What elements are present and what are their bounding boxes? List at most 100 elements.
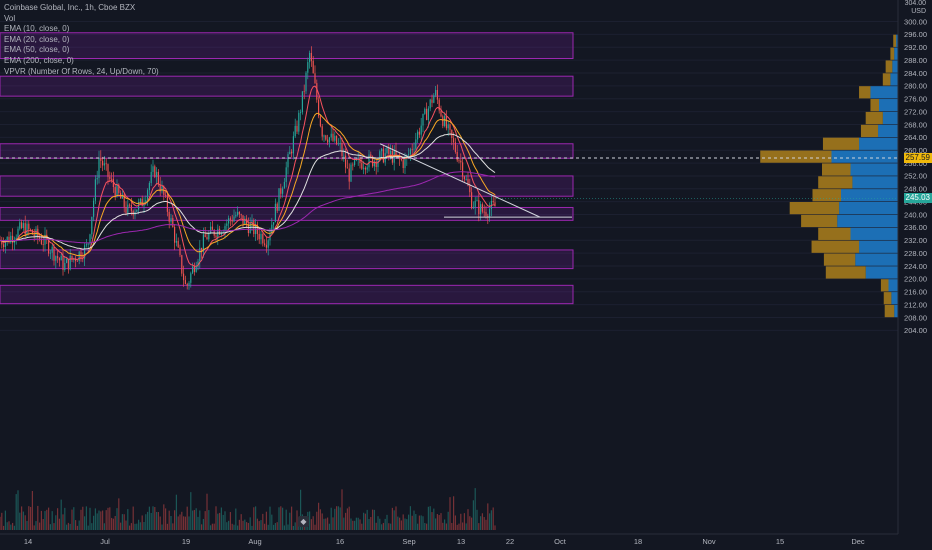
candle-body — [35, 228, 37, 237]
price-tick-label: 292.00 — [904, 43, 927, 52]
volume-bar — [8, 521, 10, 530]
volume-bar — [170, 516, 172, 530]
volume-bar — [282, 507, 284, 530]
vpvr-up-bar — [888, 279, 898, 292]
volume-bar — [478, 523, 480, 530]
volume-bar — [46, 509, 48, 530]
volume-bar — [229, 512, 231, 530]
vpvr-down-bar — [760, 150, 832, 163]
candle-body — [215, 235, 217, 238]
candle-body — [229, 218, 231, 220]
price-axis[interactable]: 300.00 296.00 292.00 288.00 284.00 280.00 276.… — [897, 0, 932, 550]
candle-body — [370, 154, 372, 157]
legend-ema20[interactable]: EMA (20, close, 0) — [4, 34, 70, 44]
time-tick-label: 22 — [506, 537, 514, 546]
volume-bar — [136, 523, 138, 530]
trendlines — [379, 143, 572, 218]
legend-symbol[interactable]: Coinbase Global, Inc., 1h, Cboe BZX — [4, 3, 136, 12]
legend-ema200[interactable]: EMA (200, close, 0) — [4, 55, 74, 65]
volume-bar — [341, 489, 343, 530]
candle-body — [199, 247, 201, 262]
price-tick-label: 232.00 — [904, 236, 927, 245]
volume-bar — [201, 524, 203, 530]
volume-bar — [382, 522, 384, 530]
legend-vpvr[interactable]: VPVR (Number Of Rows, 24, Up/Down, 70) — [4, 66, 159, 76]
candle-body — [39, 237, 41, 240]
time-axis[interactable]: 14 Jul 19 Aug 16 Sep 13 22 Oct 18 Nov 15 Dec — [0, 533, 932, 550]
candle-body — [71, 255, 73, 260]
volume-bar — [458, 523, 460, 530]
candle-body — [427, 108, 429, 121]
candle-body — [271, 224, 273, 234]
volume-bar — [363, 512, 365, 530]
volume-bar — [125, 520, 127, 530]
candle-body — [177, 240, 179, 248]
candle-body — [219, 228, 221, 235]
grid — [0, 21, 898, 331]
volume-bar — [13, 525, 15, 530]
candle-body — [231, 219, 233, 222]
legend-ema50[interactable]: EMA (50, close, 0) — [4, 45, 70, 55]
volume-bar — [244, 519, 246, 530]
volume-bar — [75, 520, 77, 530]
candle-body — [91, 216, 93, 235]
volume-bar — [226, 522, 228, 530]
volume-bar — [400, 520, 402, 530]
volume-bar — [190, 492, 192, 530]
candle-body — [175, 240, 177, 243]
volume-bar — [15, 494, 17, 530]
candle-body — [474, 200, 476, 207]
candle-body — [103, 163, 105, 166]
volume-bar — [58, 518, 60, 530]
volume-bar — [309, 511, 311, 530]
price-tick-label: 300.00 — [904, 17, 927, 26]
candle-body — [193, 266, 195, 272]
volume-bar — [346, 508, 348, 530]
volume-bar — [105, 510, 107, 530]
volume-bar — [107, 507, 109, 530]
candle-body — [312, 60, 314, 74]
time-tick-label: Sep — [402, 537, 415, 546]
candle-body — [433, 95, 435, 103]
candle-body — [368, 154, 370, 168]
candle-body — [431, 99, 433, 103]
volume-bar — [490, 510, 492, 530]
candle-body — [94, 179, 96, 201]
tradingview-logo-icon[interactable]: ◆ — [298, 516, 309, 527]
volume-bar — [217, 513, 219, 530]
volume-bar — [166, 523, 168, 530]
candle-body — [226, 223, 228, 226]
volume-bar — [84, 516, 86, 530]
volume-bar — [183, 516, 185, 530]
candle-body — [352, 164, 354, 166]
candle-body — [22, 223, 24, 229]
candle-body — [489, 209, 491, 218]
candle-body — [1, 240, 3, 245]
volume-bar — [255, 506, 257, 530]
candle-body — [19, 222, 21, 229]
candle-body — [26, 223, 28, 236]
volume-bar — [318, 502, 320, 530]
candle-body — [150, 171, 152, 184]
candle-body — [372, 156, 374, 167]
volume-bar — [409, 506, 411, 530]
legend-ema10[interactable]: EMA (10, close, 0) — [4, 24, 70, 34]
candle-body — [28, 223, 30, 230]
volume-bar — [208, 510, 210, 530]
vpvr-up-bar — [894, 304, 898, 318]
vpvr-down-bar — [860, 124, 879, 138]
legend-vol[interactable]: Vol — [4, 13, 16, 23]
candle-body — [157, 171, 159, 185]
candle-body — [467, 178, 469, 186]
chart-legend: Coinbase Global, Inc., 1h, Cboe BZX Vol … — [4, 3, 159, 77]
time-tick-label: Jul — [100, 537, 110, 546]
candle-body — [21, 222, 23, 229]
volume-bar — [413, 510, 415, 530]
candle-body — [364, 167, 366, 170]
candle-body — [325, 135, 327, 140]
volume-bar — [222, 514, 224, 530]
volume-bar — [181, 511, 183, 530]
candle-body — [262, 233, 264, 244]
vpvr-down-bar — [880, 279, 889, 292]
